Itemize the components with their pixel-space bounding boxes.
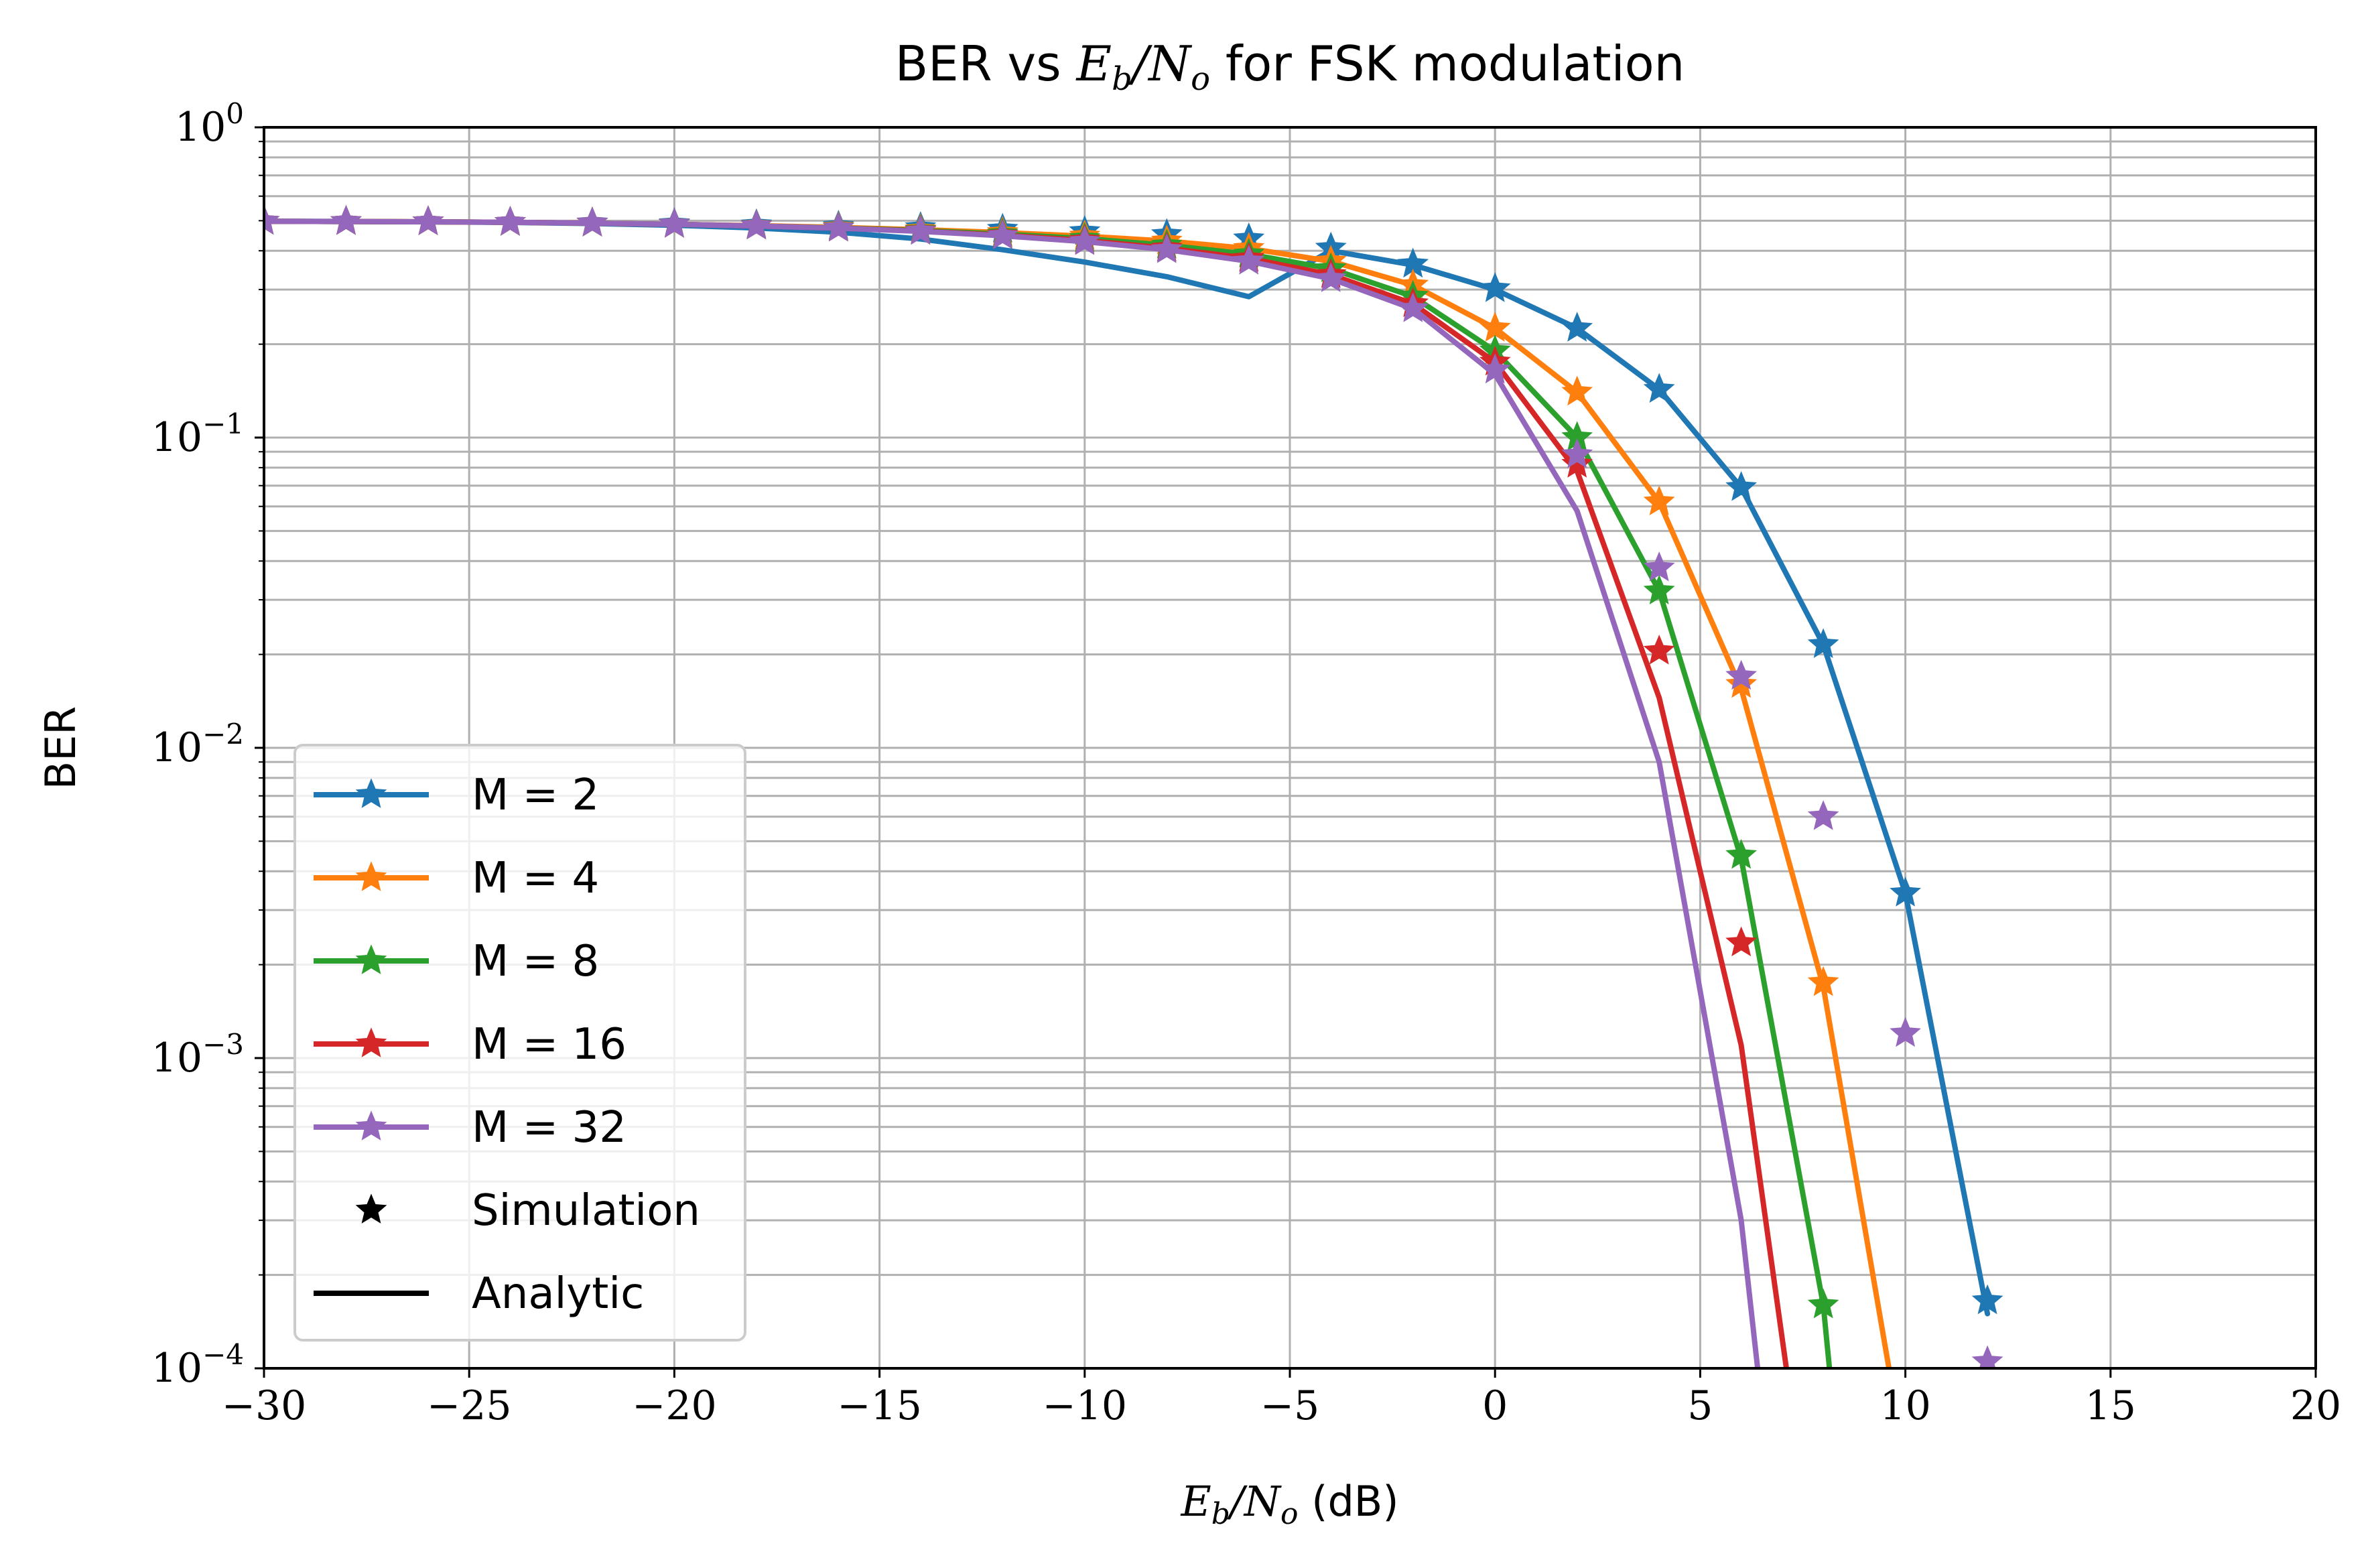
legend-label: M = 8 (472, 937, 599, 986)
title-math-e: E (1075, 36, 1112, 92)
y-tick-label: 10−1 (151, 407, 244, 461)
legend-items: M = 2 M = 4 M = 8 M = 16 M = 32 Simulation Ana… (314, 771, 700, 1319)
x-tick-label: −20 (632, 1382, 717, 1429)
simulation-point (659, 208, 690, 238)
simulation-point (1479, 353, 1511, 384)
y-tick-label: 10−4 (151, 1338, 244, 1392)
x-tick-label: −5 (1260, 1382, 1319, 1429)
simulation-point (1725, 471, 1758, 501)
simulation-point (1069, 224, 1101, 255)
simulation-point (412, 205, 444, 235)
simulation-point (495, 206, 526, 236)
legend-entry-simulation: Simulation (355, 1186, 700, 1236)
simulation-point (264, 204, 280, 235)
x-tick-label: −25 (427, 1382, 512, 1429)
x-tick-label: 15 (2085, 1382, 2136, 1429)
legend-entry: M = 4 (314, 854, 599, 903)
simulation-point (1561, 312, 1593, 342)
simulation-point (1643, 574, 1675, 605)
legend-label-analytic: Analytic (472, 1269, 644, 1319)
simulation-point (1890, 876, 1921, 907)
legend-label-simulation: Simulation (472, 1186, 700, 1236)
simulation-point (1561, 375, 1593, 406)
simulation-point (1479, 272, 1511, 302)
xlabel-math-e: E (1180, 1477, 1211, 1526)
simulation-point (1643, 635, 1675, 665)
simulation-point (1971, 1345, 2003, 1368)
simulation-point (1807, 800, 1839, 830)
legend-entry-analytic: Analytic (314, 1269, 644, 1319)
x-tick-label: 0 (1482, 1382, 1508, 1429)
x-tick-label: 20 (2290, 1382, 2341, 1429)
simulation-point (1890, 1017, 1921, 1047)
simulation-point (1561, 438, 1593, 468)
xlabel-math-b: b (1211, 1497, 1230, 1531)
y-axis-label: BER (36, 706, 85, 790)
legend-box (293, 744, 746, 1342)
y-tick-label: 10−3 (151, 1028, 244, 1082)
legend-star-icon (355, 1193, 387, 1224)
xlabel-math-o: o (1280, 1497, 1299, 1531)
simulation-point (1561, 448, 1593, 478)
simulation-point (1725, 659, 1758, 690)
title-math-n: N (1147, 36, 1193, 92)
series-group (264, 204, 2003, 1368)
legend-label: M = 32 (472, 1103, 627, 1153)
legend-star-icon (355, 861, 387, 891)
title-math-b: b (1112, 60, 1132, 98)
xlabel-math-n: N (1243, 1477, 1282, 1526)
y-tick-label: 100 (175, 97, 244, 151)
x-axis-label: Eb/No (dB) (1180, 1477, 1398, 1531)
x-tick-label: 5 (1687, 1382, 1713, 1429)
series-5 (264, 204, 2003, 1368)
x-tick-label: −15 (837, 1382, 922, 1429)
simulation-point (740, 209, 773, 240)
legend-star-icon (355, 778, 387, 808)
legend-entry: M = 8 (314, 937, 599, 986)
simulation-point (1807, 1288, 1839, 1319)
simulation-point (1643, 551, 1675, 582)
simulation-point (576, 206, 608, 237)
legend-star-icon (355, 944, 387, 974)
legend-entry: M = 16 (314, 1020, 627, 1069)
title-math-o: o (1191, 60, 1210, 98)
legend-label: M = 16 (472, 1020, 627, 1069)
simulation-point (1643, 373, 1675, 403)
legend-star-icon (355, 1027, 387, 1057)
legend-star-icon (355, 1110, 387, 1140)
simulation-point (1807, 628, 1839, 659)
x-tick-label: −30 (222, 1382, 307, 1429)
simulation-point (1643, 485, 1675, 516)
simulation-point (1725, 839, 1758, 869)
x-tick-label: −10 (1042, 1382, 1127, 1429)
simulation-point (1725, 926, 1758, 957)
grid (264, 127, 2316, 1368)
y-tick-label: 10−2 (151, 718, 244, 771)
simulation-point (1150, 233, 1183, 263)
legend-label: M = 4 (472, 854, 599, 903)
legend-label: M = 2 (472, 771, 599, 820)
simulation-point (986, 219, 1018, 249)
simulation-point (1971, 1284, 2003, 1315)
title-prefix: BER vs (895, 36, 1077, 92)
analytic-line (264, 218, 1761, 1368)
chart-title: BER vs Eb/No for FSK modulation (895, 36, 1685, 98)
legend: M = 2 M = 4 M = 8 M = 16 M = 32 Simulation Ana… (293, 744, 746, 1342)
legend-entry: M = 32 (314, 1103, 627, 1153)
title-suffix: for FSK modulation (1210, 36, 1685, 92)
x-tick-label: 10 (1880, 1382, 1930, 1429)
simulation-point (1233, 245, 1265, 275)
simulation-point (905, 214, 937, 245)
simulation-point (1397, 292, 1429, 322)
legend-entry: M = 2 (314, 771, 599, 820)
simulation-point (822, 211, 854, 242)
simulation-point (1315, 262, 1347, 292)
simulation-point (1807, 966, 1839, 996)
xlabel-math-slash: / (1227, 1477, 1248, 1526)
xlabel-suffix: (dB) (1299, 1477, 1399, 1526)
simulation-point (330, 204, 362, 235)
axis-ticks: −30 −25 −20 −15 −10 −5 0 5 10 15 20 100 10−1 10−2 10−3… (151, 97, 2341, 1429)
